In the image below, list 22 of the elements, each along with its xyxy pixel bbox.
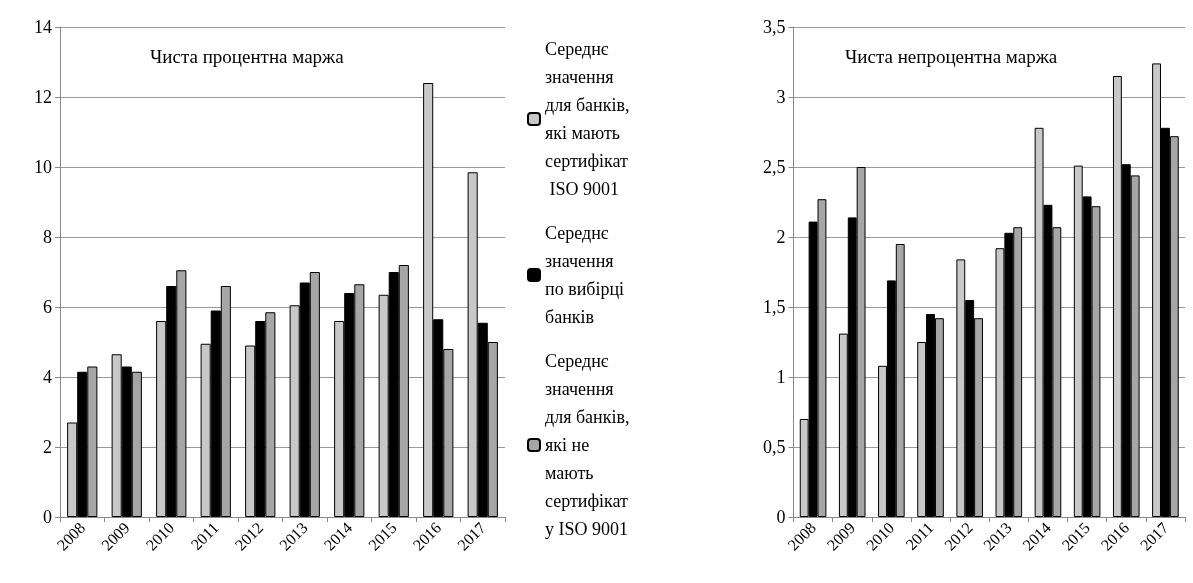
y-tick-label: 0,5 (763, 437, 786, 457)
y-tick-label: 3,5 (763, 17, 786, 37)
text: Чиста процентна маржа (150, 46, 345, 67)
y-tick-label: 14 (34, 17, 52, 37)
y-tick-label: 0 (776, 507, 786, 527)
y-tick-label: 2 (43, 437, 52, 457)
y-tick-label: 10 (34, 157, 52, 177)
legend-label: Середнє значення для банків, які мають сертифікат ISO 9001 (545, 39, 634, 199)
y-tick-label: 4 (43, 367, 52, 387)
y-tick-label: 1,5 (763, 297, 786, 317)
y-tick-label: 3 (776, 87, 786, 107)
y-tick-label: 1 (776, 367, 786, 387)
y-tick-label: 0 (43, 507, 52, 527)
legend-label: Середнє значення по вибірці банків (545, 223, 629, 327)
text: Чиста непроцентна маржа (845, 46, 1058, 67)
y-tick-label: 2 (776, 227, 786, 247)
x-tick-label: 2011 (187, 518, 222, 554)
y-tick-label: 6 (43, 297, 52, 317)
y-tick-label: 2,5 (763, 157, 786, 177)
y-tick-label: 12 (34, 87, 52, 107)
y-tick-label: 8 (43, 227, 52, 247)
legend-label: Середнє значення для банків, які не мають сертифікату ISO 9001 (545, 351, 634, 539)
